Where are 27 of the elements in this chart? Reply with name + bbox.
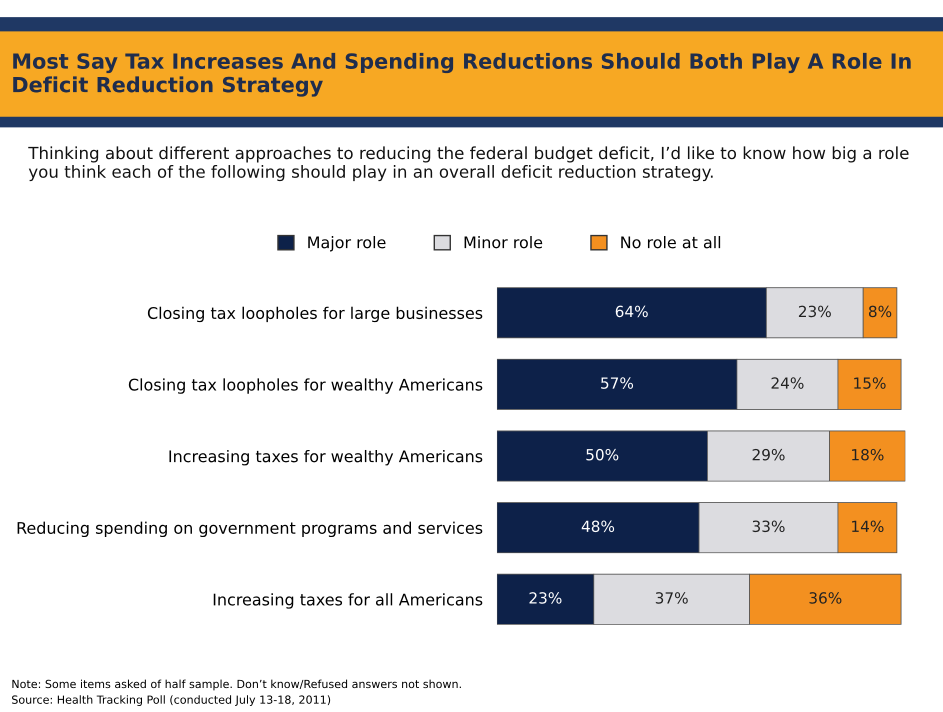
data-label: 23% [530, 592, 562, 604]
chart-title: Most Say Tax Increases And Spending Reductions Should Both Play A Role In Deficit Reduction Strategy [13, 52, 911, 97]
source-note: Source: Health Tracking Poll (conducted July 13-18, 2011) [12, 695, 330, 706]
y-tick-label: Increasing taxes for all Americans [214, 593, 482, 609]
data-label: 24% [772, 377, 804, 389]
data-label: 33% [752, 520, 785, 532]
y-tick-label: Reducing spending on government programs and services [18, 522, 482, 538]
data-label: 15% [854, 377, 886, 389]
data-label: 14% [852, 520, 884, 532]
y-tick-label: Closing tax loopholes for wealthy Americans [128, 378, 482, 394]
y-tick-label: Closing tax loopholes for large businesses [148, 306, 482, 322]
data-label: 48% [582, 520, 614, 532]
data-label: 8% [868, 306, 892, 318]
data-label: 50% [586, 448, 618, 460]
data-label: 23% [798, 306, 831, 318]
data-label: 29% [752, 448, 785, 460]
text: Note: Some items asked of half sample. Don’t know/Refused answers not shown. [12, 680, 461, 690]
data-label: 18% [852, 448, 884, 460]
data-label: 57% [601, 377, 634, 389]
y-tick-label: Increasing taxes for wealthy Americans [169, 450, 482, 466]
data-label: 36% [809, 592, 842, 604]
data-label: 37% [656, 592, 688, 604]
chart-subtitle: Thinking about different approaches to reducing the federal budget deficit, I’d like to know how big a role you think each of the following should play in an overall deficit reduction strategy. [28, 146, 909, 182]
legend-label: Minor role [464, 236, 542, 248]
legend-label: No role at all [621, 236, 720, 248]
legend-label: Major role [308, 236, 386, 252]
data-label: 64% [616, 306, 648, 318]
